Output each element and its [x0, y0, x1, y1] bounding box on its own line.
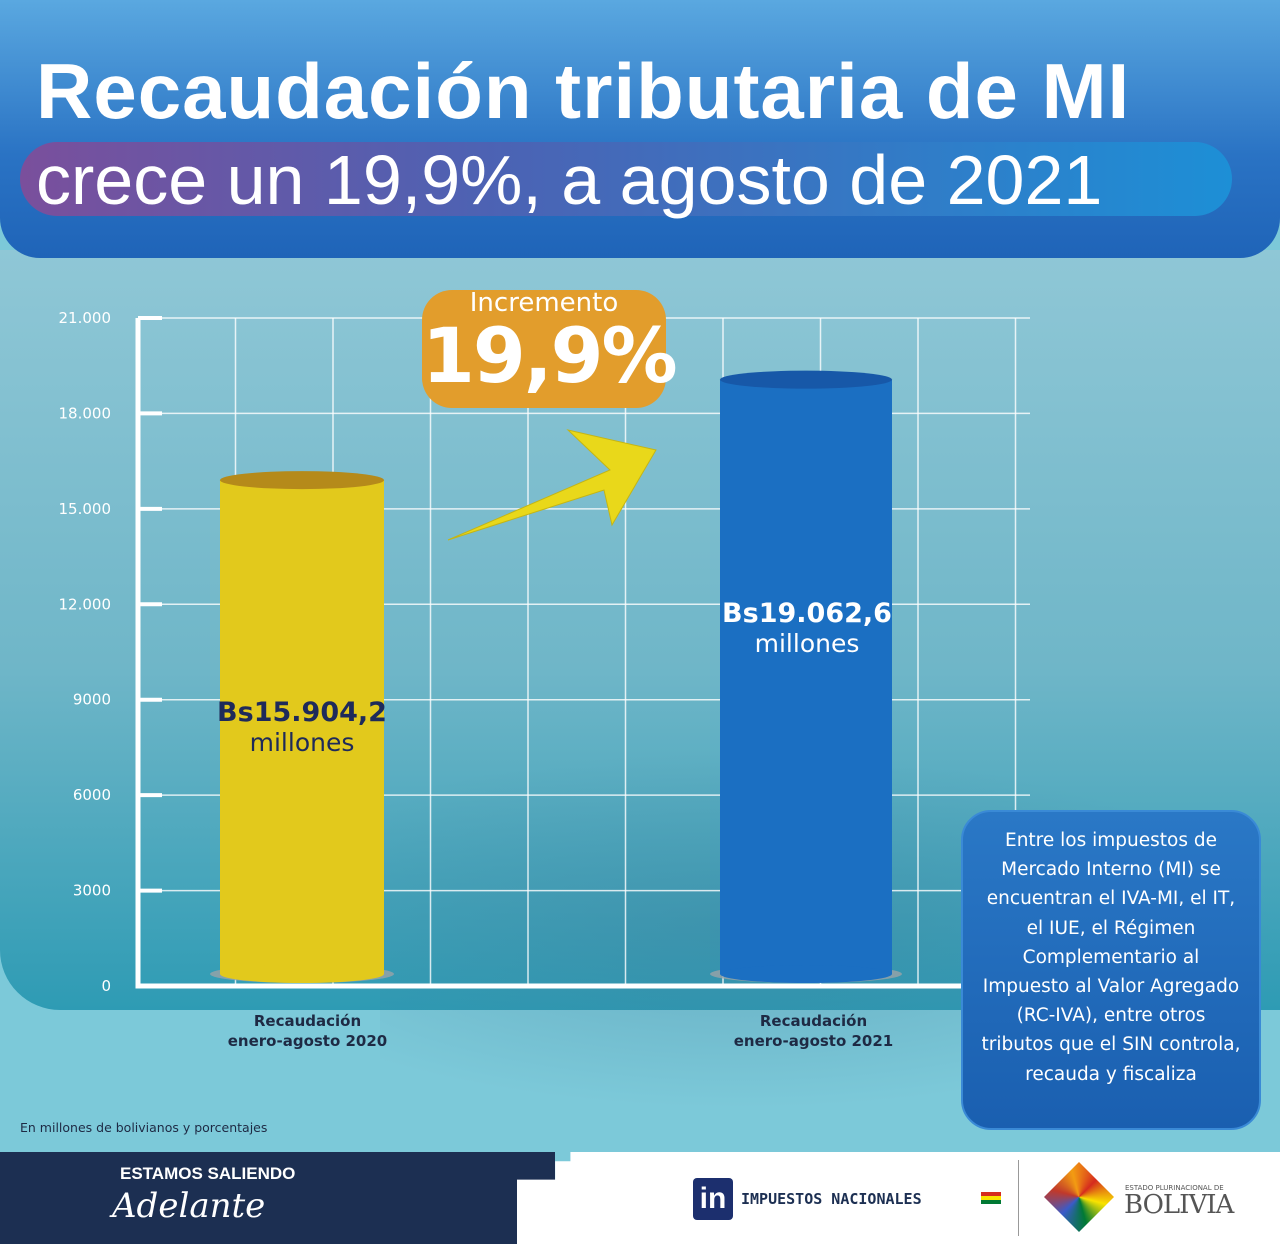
bar-base	[220, 965, 384, 983]
slogan-line1: ESTAMOS SALIENDO	[120, 1164, 296, 1183]
bar-2	[720, 379, 892, 974]
state-label-small: ESTADO PLURINACIONAL DE	[1125, 1184, 1224, 1192]
unit-note: En millones de bolivianos y porcentajes	[20, 1120, 268, 1135]
footer-slogan-panel	[0, 1152, 555, 1244]
y-tick-label: 0	[101, 977, 111, 995]
category-label-2020: Recaudación enero-agosto 2020	[227, 1012, 388, 1050]
footer-logos-panel	[517, 1152, 1280, 1244]
state-label: BOLIVIA	[1124, 1190, 1234, 1220]
bolivia-flag-icon	[981, 1192, 1001, 1204]
bar-top	[220, 471, 384, 490]
bar-top	[720, 370, 892, 389]
data-label-2021: Bs19.062,6 millones	[722, 598, 892, 658]
y-tick-label: 12.000	[59, 595, 112, 613]
y-tick-label: 15.000	[59, 500, 112, 518]
impuestos-logo-icon: in	[693, 1178, 733, 1220]
y-tick-label: 21.000	[59, 309, 112, 327]
increment-badge: Incremento 19,9%	[422, 288, 678, 408]
axis-line	[135, 318, 1030, 989]
institution-name: IMPUESTOS NACIONALES	[741, 1190, 922, 1208]
y-tick-label: 18.000	[59, 404, 112, 422]
subtitle-bar	[20, 142, 1232, 216]
y-tick-label: 9000	[73, 691, 111, 709]
bar-1	[220, 480, 384, 974]
page-subtitle: crece un 19,9%, a agosto de 2021	[36, 141, 1103, 219]
bar-chart: 0 3000 6000 9000 12.000 15.000 18.000 21.000	[59, 309, 1030, 995]
bar-base	[720, 965, 892, 983]
data-label-2020: Bs15.904,2 millones	[217, 697, 387, 757]
slogan-line2: Adelante	[112, 1186, 266, 1226]
footer-divider	[1018, 1160, 1019, 1236]
y-tick-label: 6000	[73, 786, 111, 804]
category-label-2021: Recaudación enero-agosto 2021	[733, 1012, 894, 1050]
y-tick-label: 3000	[73, 882, 111, 900]
info-box: Entre los impuestos de Mercado Interno (…	[961, 810, 1261, 1130]
increment-label: Incremento	[469, 288, 619, 318]
page-title: Recaudación tributaria de MI	[36, 47, 1131, 135]
increment-value: 19,9%	[422, 311, 678, 400]
arrow-up-icon	[447, 429, 657, 541]
